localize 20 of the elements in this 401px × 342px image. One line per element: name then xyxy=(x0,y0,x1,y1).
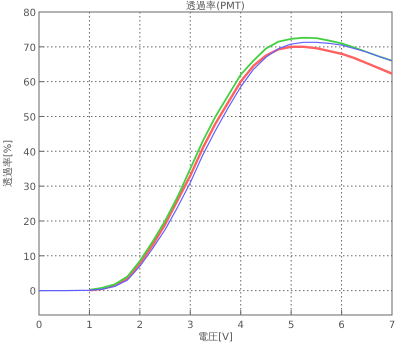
y-tick-label: 10 xyxy=(23,252,36,263)
y-axis-title: 透過率[%] xyxy=(2,140,14,188)
y-tick-label: 20 xyxy=(23,216,36,228)
y-tick-label: 50 xyxy=(23,112,36,124)
x-tick-label: 1 xyxy=(86,320,93,331)
line-series xyxy=(38,42,393,292)
x-tick-label: 4 xyxy=(238,320,244,331)
x-tick-label: 7 xyxy=(388,320,396,331)
y-tick-label: 70 xyxy=(23,42,36,54)
y-tick-label: 40 xyxy=(23,147,36,158)
x-tick-label: 6 xyxy=(338,320,345,331)
chart-title: 透過率(PMT) xyxy=(186,0,245,12)
y-tick-label: 0 xyxy=(30,286,36,298)
x-tick-label: 5 xyxy=(288,320,294,331)
y-tick-label: 80 xyxy=(23,8,36,19)
y-tick-label: 30 xyxy=(23,182,36,194)
x-tick-label: 2 xyxy=(136,320,144,331)
y-tick-label: 60 xyxy=(23,78,36,89)
x-tick-label: 3 xyxy=(187,320,194,331)
x-axis-title: 電圧[V] xyxy=(198,332,233,342)
